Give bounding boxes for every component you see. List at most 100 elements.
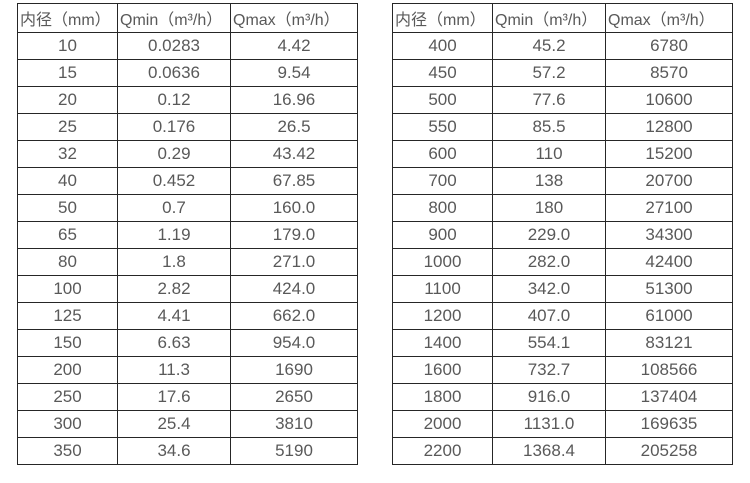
diameter-cell: 25 bbox=[17, 113, 118, 141]
qmax-cell: 1690 bbox=[230, 356, 358, 384]
table-row: 250 17.6 2650 bbox=[17, 383, 358, 411]
diameter-cell: 300 bbox=[17, 410, 118, 438]
diameter-cell: 1600 bbox=[392, 356, 493, 384]
qmax-cell: 271.0 bbox=[230, 248, 358, 276]
diameter-cell: 700 bbox=[392, 167, 493, 195]
table-row: 80 1.8 271.0 bbox=[17, 248, 358, 276]
qmin-cell: 6.63 bbox=[117, 329, 231, 357]
column-header-qmin: Qmin（m³/h） bbox=[117, 3, 231, 33]
diameter-cell: 400 bbox=[392, 32, 493, 60]
diameter-cell: 500 bbox=[392, 86, 493, 114]
diameter-cell: 450 bbox=[392, 59, 493, 87]
diameter-cell: 15 bbox=[17, 59, 118, 87]
table-row: 15 0.0636 9.54 bbox=[17, 59, 358, 87]
qmin-cell: 11.3 bbox=[117, 356, 231, 384]
qmax-cell: 160.0 bbox=[230, 194, 358, 222]
qmax-cell: 2650 bbox=[230, 383, 358, 411]
table-row: 800 180 27100 bbox=[392, 194, 733, 222]
table-row: 900 229.0 34300 bbox=[392, 221, 733, 249]
qmin-cell: 25.4 bbox=[117, 410, 231, 438]
qmin-cell: 229.0 bbox=[492, 221, 606, 249]
flow-rate-table-small-diameters: 内径（mm） Qmin（m³/h） Qmax（m³/h） 10 0.0283 4.4… bbox=[17, 3, 358, 465]
diameter-cell: 550 bbox=[392, 113, 493, 141]
qmin-cell: 77.6 bbox=[492, 86, 606, 114]
qmax-cell: 205258 bbox=[605, 437, 733, 465]
qmax-cell: 424.0 bbox=[230, 275, 358, 303]
qmax-cell: 15200 bbox=[605, 140, 733, 168]
qmin-cell: 180 bbox=[492, 194, 606, 222]
qmin-cell: 0.0283 bbox=[117, 32, 231, 60]
table-row: 600 110 15200 bbox=[392, 140, 733, 168]
diameter-cell: 125 bbox=[17, 302, 118, 330]
table-row: 700 138 20700 bbox=[392, 167, 733, 195]
table-row: 350 34.6 5190 bbox=[17, 437, 358, 465]
qmax-cell: 20700 bbox=[605, 167, 733, 195]
diameter-cell: 250 bbox=[17, 383, 118, 411]
qmax-cell: 10600 bbox=[605, 86, 733, 114]
diameter-cell: 900 bbox=[392, 221, 493, 249]
qmin-cell: 0.452 bbox=[117, 167, 231, 195]
qmin-cell: 110 bbox=[492, 140, 606, 168]
qmax-cell: 954.0 bbox=[230, 329, 358, 357]
qmin-cell: 34.6 bbox=[117, 437, 231, 465]
table-row: 100 2.82 424.0 bbox=[17, 275, 358, 303]
qmax-cell: 67.85 bbox=[230, 167, 358, 195]
qmax-cell: 43.42 bbox=[230, 140, 358, 168]
qmax-cell: 169635 bbox=[605, 410, 733, 438]
qmin-cell: 4.41 bbox=[117, 302, 231, 330]
qmax-cell: 108566 bbox=[605, 356, 733, 384]
table-row: 500 77.6 10600 bbox=[392, 86, 733, 114]
diameter-cell: 1000 bbox=[392, 248, 493, 276]
qmax-cell: 179.0 bbox=[230, 221, 358, 249]
table-header-row: 内径（mm） Qmin（m³/h） Qmax（m³/h） bbox=[392, 3, 733, 33]
qmin-cell: 1.19 bbox=[117, 221, 231, 249]
table-row: 50 0.7 160.0 bbox=[17, 194, 358, 222]
table-row: 1600 732.7 108566 bbox=[392, 356, 733, 384]
diameter-cell: 32 bbox=[17, 140, 118, 168]
diameter-cell: 20 bbox=[17, 86, 118, 114]
qmax-cell: 4.42 bbox=[230, 32, 358, 60]
table-row: 1000 282.0 42400 bbox=[392, 248, 733, 276]
diameter-cell: 350 bbox=[17, 437, 118, 465]
diameter-cell: 80 bbox=[17, 248, 118, 276]
diameter-cell: 1200 bbox=[392, 302, 493, 330]
qmin-cell: 0.0636 bbox=[117, 59, 231, 87]
diameter-cell: 100 bbox=[17, 275, 118, 303]
diameter-cell: 1800 bbox=[392, 383, 493, 411]
flow-rate-table-large-diameters: 内径（mm） Qmin（m³/h） Qmax（m³/h） 400 45.2 6780… bbox=[392, 3, 733, 465]
qmax-cell: 83121 bbox=[605, 329, 733, 357]
qmin-cell: 1.8 bbox=[117, 248, 231, 276]
table-row: 550 85.5 12800 bbox=[392, 113, 733, 141]
diameter-cell: 800 bbox=[392, 194, 493, 222]
diameter-cell: 2200 bbox=[392, 437, 493, 465]
table-row: 25 0.176 26.5 bbox=[17, 113, 358, 141]
table-row: 2200 1368.4 205258 bbox=[392, 437, 733, 465]
column-header-qmin: Qmin（m³/h） bbox=[492, 3, 606, 33]
column-header-qmax: Qmax（m³/h） bbox=[230, 3, 358, 33]
qmax-cell: 34300 bbox=[605, 221, 733, 249]
qmin-cell: 916.0 bbox=[492, 383, 606, 411]
diameter-cell: 2000 bbox=[392, 410, 493, 438]
table-row: 10 0.0283 4.42 bbox=[17, 32, 358, 60]
table-row: 32 0.29 43.42 bbox=[17, 140, 358, 168]
diameter-cell: 1400 bbox=[392, 329, 493, 357]
table-row: 1800 916.0 137404 bbox=[392, 383, 733, 411]
diameter-cell: 1100 bbox=[392, 275, 493, 303]
diameter-cell: 150 bbox=[17, 329, 118, 357]
column-header-diameter: 内径（mm） bbox=[392, 3, 493, 33]
table-row: 150 6.63 954.0 bbox=[17, 329, 358, 357]
column-header-diameter: 内径（mm） bbox=[17, 3, 118, 33]
qmin-cell: 0.12 bbox=[117, 86, 231, 114]
qmin-cell: 0.7 bbox=[117, 194, 231, 222]
qmin-cell: 1131.0 bbox=[492, 410, 606, 438]
table-row: 2000 1131.0 169635 bbox=[392, 410, 733, 438]
table-header-row: 内径（mm） Qmin（m³/h） Qmax（m³/h） bbox=[17, 3, 358, 33]
qmin-cell: 282.0 bbox=[492, 248, 606, 276]
table-row: 40 0.452 67.85 bbox=[17, 167, 358, 195]
table-row: 200 11.3 1690 bbox=[17, 356, 358, 384]
qmax-cell: 137404 bbox=[605, 383, 733, 411]
table-row: 400 45.2 6780 bbox=[392, 32, 733, 60]
qmax-cell: 662.0 bbox=[230, 302, 358, 330]
qmin-cell: 17.6 bbox=[117, 383, 231, 411]
